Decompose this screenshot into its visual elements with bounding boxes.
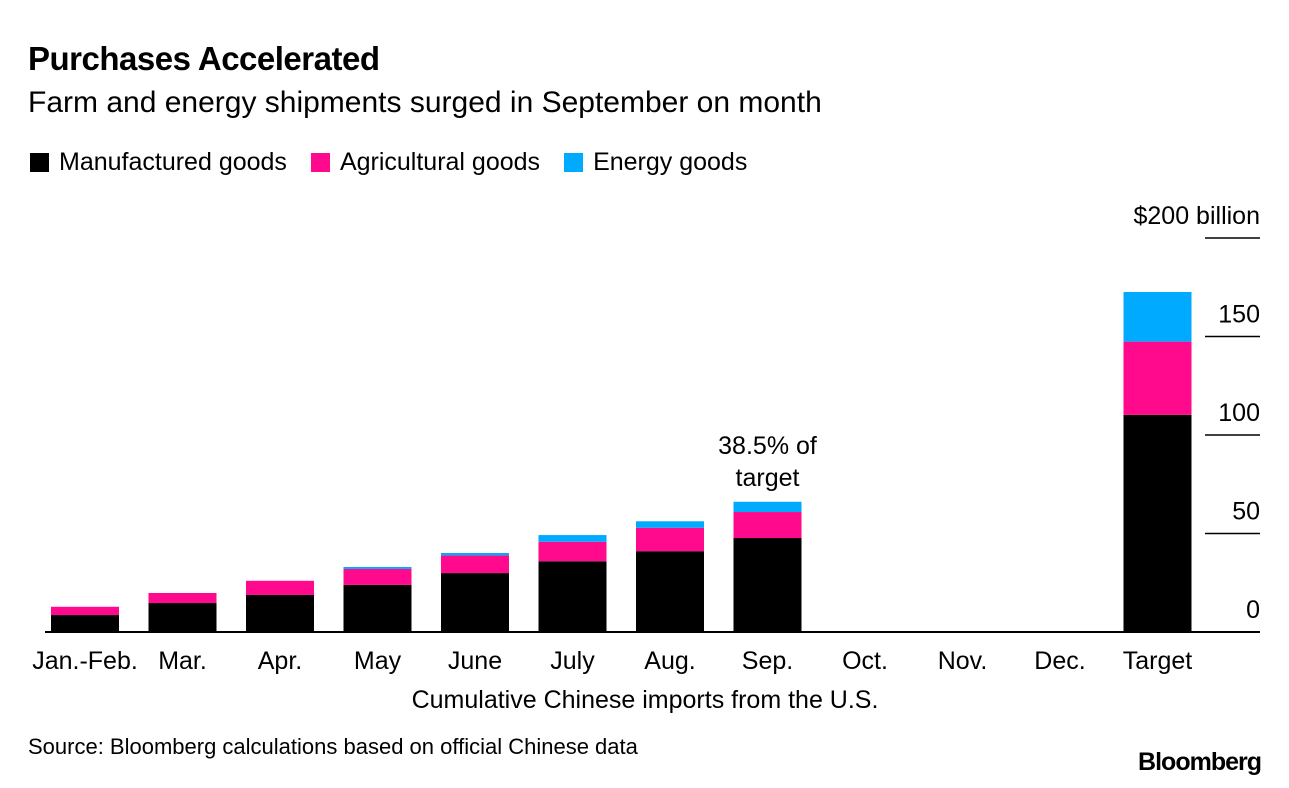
bar-segment <box>636 551 704 632</box>
x-tick-label: Apr. <box>258 647 302 675</box>
x-tick-label: Dec. <box>1034 647 1085 675</box>
bar-segment <box>636 527 704 552</box>
bar-segment <box>246 580 314 595</box>
bar-segment <box>343 584 412 632</box>
x-tick-label: May <box>354 647 402 675</box>
bar-segment <box>148 603 217 632</box>
y-tick-label: $200 billion <box>1134 202 1261 230</box>
x-tick-label: June <box>448 647 502 675</box>
bar-segment <box>51 606 119 616</box>
legend-label: Manufactured goods <box>59 148 287 176</box>
x-axis-label: Cumulative Chinese imports from the U.S. <box>412 686 879 714</box>
bar-segment <box>51 615 119 632</box>
x-tick-label: Jan.-Feb. <box>32 647 138 675</box>
y-tick-label: 100 <box>1218 399 1260 427</box>
x-tick-label: Nov. <box>938 647 988 675</box>
bar-segment <box>148 592 217 604</box>
bar-segment <box>733 538 802 632</box>
bar-segment <box>441 573 509 632</box>
legend: Manufactured goods Agricultural goods Ener… <box>30 148 747 177</box>
x-tick-label: Sep. <box>742 647 793 675</box>
bar-annotation: 38.5% of <box>718 432 817 460</box>
bar-segment <box>733 512 802 539</box>
x-tick-label: Target <box>1123 647 1193 675</box>
bar-segment <box>441 553 509 556</box>
x-tick-label: July <box>550 647 595 675</box>
bar-segment <box>246 594 314 632</box>
bar-segment <box>1123 414 1192 632</box>
bar-segment <box>538 535 607 542</box>
legend-swatch <box>564 153 584 172</box>
bar-segment <box>538 541 607 562</box>
x-tick-label: Aug. <box>644 647 695 675</box>
y-tick-label: 0 <box>1246 596 1260 624</box>
bar-segment <box>343 566 412 569</box>
legend-item: Agricultural goods <box>310 148 541 177</box>
legend-item: Manufactured goods <box>30 148 287 177</box>
bloomberg-logo: Bloomberg <box>1138 748 1262 776</box>
chart-title: Purchases Accelerated <box>28 40 380 77</box>
bar-segment <box>343 568 412 585</box>
bar-segment <box>538 561 607 632</box>
legend-item: Energy goods <box>564 148 747 177</box>
legend-label: Agricultural goods <box>339 148 541 176</box>
legend-swatch <box>30 153 49 172</box>
bar-segment <box>733 501 802 513</box>
legend-label: Energy goods <box>593 148 748 176</box>
legend-swatch <box>310 153 330 172</box>
bar-segment <box>636 521 704 528</box>
x-tick-label: Mar. <box>158 647 207 675</box>
x-tick-label: Oct. <box>842 647 888 675</box>
source-note: Source: Bloomberg calculations based on … <box>28 734 638 759</box>
chart-subtitle: Farm and energy shipments surged in Sept… <box>28 86 822 119</box>
bar-segment <box>1123 291 1192 342</box>
y-tick-label: 50 <box>1232 498 1260 526</box>
bar-segment <box>441 555 509 574</box>
bar-annotation: target <box>736 464 800 492</box>
y-tick-label: 150 <box>1218 301 1260 329</box>
bar-segment <box>1123 341 1192 415</box>
